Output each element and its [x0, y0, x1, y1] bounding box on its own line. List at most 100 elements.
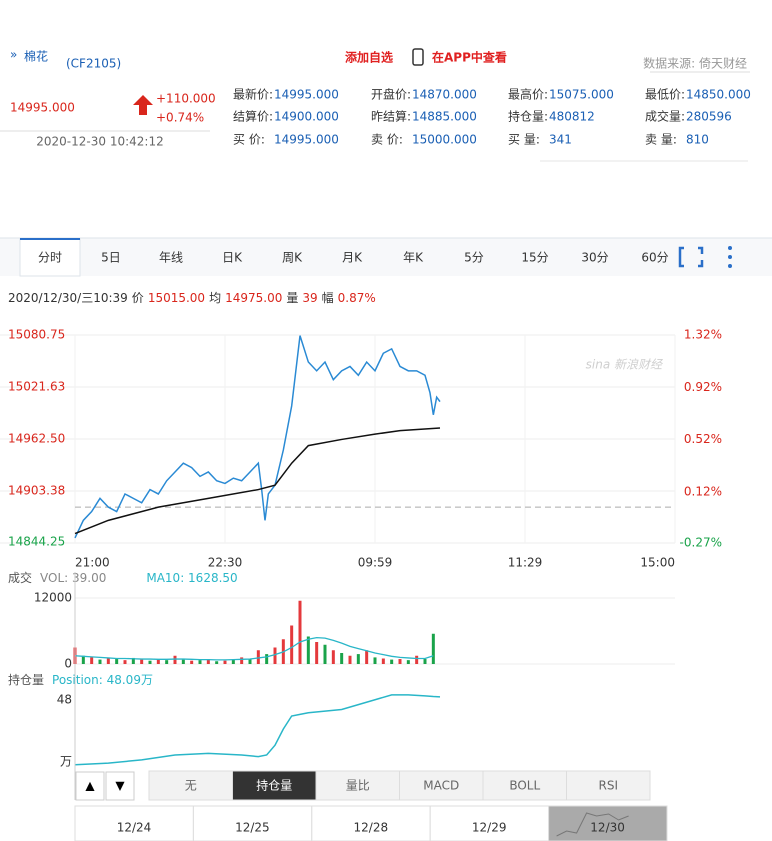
indicator-label: 持仓量: [256, 778, 292, 793]
volume-bar: [340, 653, 344, 664]
ma: MA10: 1628.50: [146, 571, 237, 585]
date-label: 12/29: [472, 821, 507, 835]
y-tick-label: 15080.75: [8, 328, 65, 342]
up-button[interactable]: [75, 771, 105, 801]
volume-bar: [123, 660, 127, 664]
fullscreen-icon[interactable]: [678, 246, 704, 268]
volume-bar: [173, 655, 177, 664]
volume-bar: [131, 657, 135, 664]
volume-bar: [140, 659, 144, 664]
volume-bar: [273, 647, 277, 664]
date-tab[interactable]: [548, 805, 668, 841]
x-tick-label: 22:30: [208, 556, 243, 570]
phone-icon: [412, 48, 424, 66]
info-label: 均: [209, 291, 221, 305]
volume-bar: [256, 650, 260, 664]
info-label: 量: [286, 291, 298, 305]
tab[interactable]: 15分: [521, 251, 548, 265]
info-value: 15015.00: [148, 291, 205, 305]
field-label: 买 价:: [233, 133, 265, 147]
volume-bar: [231, 659, 235, 664]
volume-bar: [431, 633, 435, 664]
tab[interactable]: 周K: [282, 251, 303, 265]
tab[interactable]: 分时: [38, 251, 62, 265]
indicator-tab[interactable]: [482, 770, 567, 801]
volume-bar: [106, 658, 110, 664]
tab[interactable]: 年K: [403, 251, 424, 265]
tab[interactable]: 日K: [222, 251, 243, 265]
volume-label: 成交: [8, 570, 32, 585]
field-value: 14995.000: [274, 133, 339, 147]
indicator-label: 无: [185, 779, 197, 793]
y-tick-label: 14844.25: [8, 535, 65, 549]
field-value: 14995.000: [274, 88, 339, 102]
up-arrow: [133, 95, 153, 115]
date-label: 12/25: [235, 821, 270, 835]
y-tick-label: 15021.63: [8, 379, 65, 393]
x-tick-label: 11:29: [508, 556, 543, 570]
volume-header: 成交 VOL: 39.00 MA10: 1628.50: [8, 570, 238, 585]
down-button[interactable]: [105, 771, 135, 801]
field-label: 最新价:: [233, 87, 273, 102]
field-label: 卖 价:: [371, 133, 403, 147]
field-value: 14900.000: [274, 110, 339, 124]
open-app[interactable]: 在APP中查看: [432, 50, 507, 65]
quote-time: 2020-12-30 10:42:12: [36, 135, 163, 149]
indicator-label: BOLL: [509, 779, 540, 793]
volume-bar: [223, 660, 227, 664]
volume-bar: [206, 659, 210, 664]
indicator-tab[interactable]: [566, 770, 651, 801]
date-label: 12/30: [590, 821, 625, 835]
tab[interactable]: 30分: [581, 251, 608, 265]
date-tab[interactable]: [429, 805, 550, 841]
info-bar: 2020/12/30/三10:39 价 15015.00 均 14975.00 量 39 幅 0…: [8, 290, 376, 305]
tab[interactable]: 60分: [641, 251, 668, 265]
volume-bar: [365, 650, 369, 664]
volume-bar: [356, 654, 360, 664]
volume-bar: [390, 659, 394, 664]
watermark: sina 新浪财经: [586, 358, 664, 372]
indicator-label: MACD: [423, 779, 459, 793]
volume-bar: [81, 655, 85, 664]
field-value: 15000.000: [412, 133, 477, 147]
y-tick-label: 48: [57, 692, 72, 706]
date-tab[interactable]: [311, 805, 431, 841]
more-icon[interactable]: [728, 246, 732, 268]
field-value: 341: [549, 133, 572, 147]
y-tick-label: 12000: [34, 591, 72, 605]
info-value: 39: [302, 291, 317, 305]
vol: VOL: 39.00: [40, 571, 106, 585]
price: 14995.000: [10, 101, 75, 115]
field-value: 14870.000: [412, 88, 477, 102]
volume-bar: [240, 657, 244, 664]
field-label: 结算价:: [233, 109, 273, 124]
source: 数据来源: 倚天财经: [643, 56, 747, 71]
down: ▼: [115, 779, 125, 793]
volume-bar: [181, 659, 185, 664]
field-label: 持仓量:: [508, 109, 548, 124]
tab[interactable]: 月K: [342, 251, 363, 265]
add-watch[interactable]: 添加自选: [345, 50, 393, 65]
y2-tick-label: 1.32%: [684, 328, 722, 342]
date-tab[interactable]: [192, 805, 313, 841]
volume-bar: [415, 655, 419, 664]
info-time: 2020/12/30/三10:39: [8, 291, 128, 305]
date-tab[interactable]: [74, 805, 194, 841]
field-value: 280596: [686, 110, 732, 124]
field-label: 成交量:: [645, 109, 685, 124]
indicator-tab[interactable]: [148, 770, 233, 801]
ma-line: [74, 636, 434, 661]
volume-bar: [115, 659, 119, 664]
tab[interactable]: 年线: [159, 251, 183, 265]
indicator-label: 量比: [346, 779, 370, 793]
indicator-tab[interactable]: [315, 770, 400, 801]
volume-bar: [315, 642, 319, 664]
y-tick-label: 14903.38: [8, 483, 65, 497]
tab-selected: [19, 238, 81, 277]
tab[interactable]: 5日: [101, 251, 121, 265]
tab[interactable]: 5分: [464, 251, 484, 265]
volume-bar: [248, 659, 252, 664]
tab-bar: [0, 238, 772, 276]
info-label: 幅: [322, 290, 334, 305]
